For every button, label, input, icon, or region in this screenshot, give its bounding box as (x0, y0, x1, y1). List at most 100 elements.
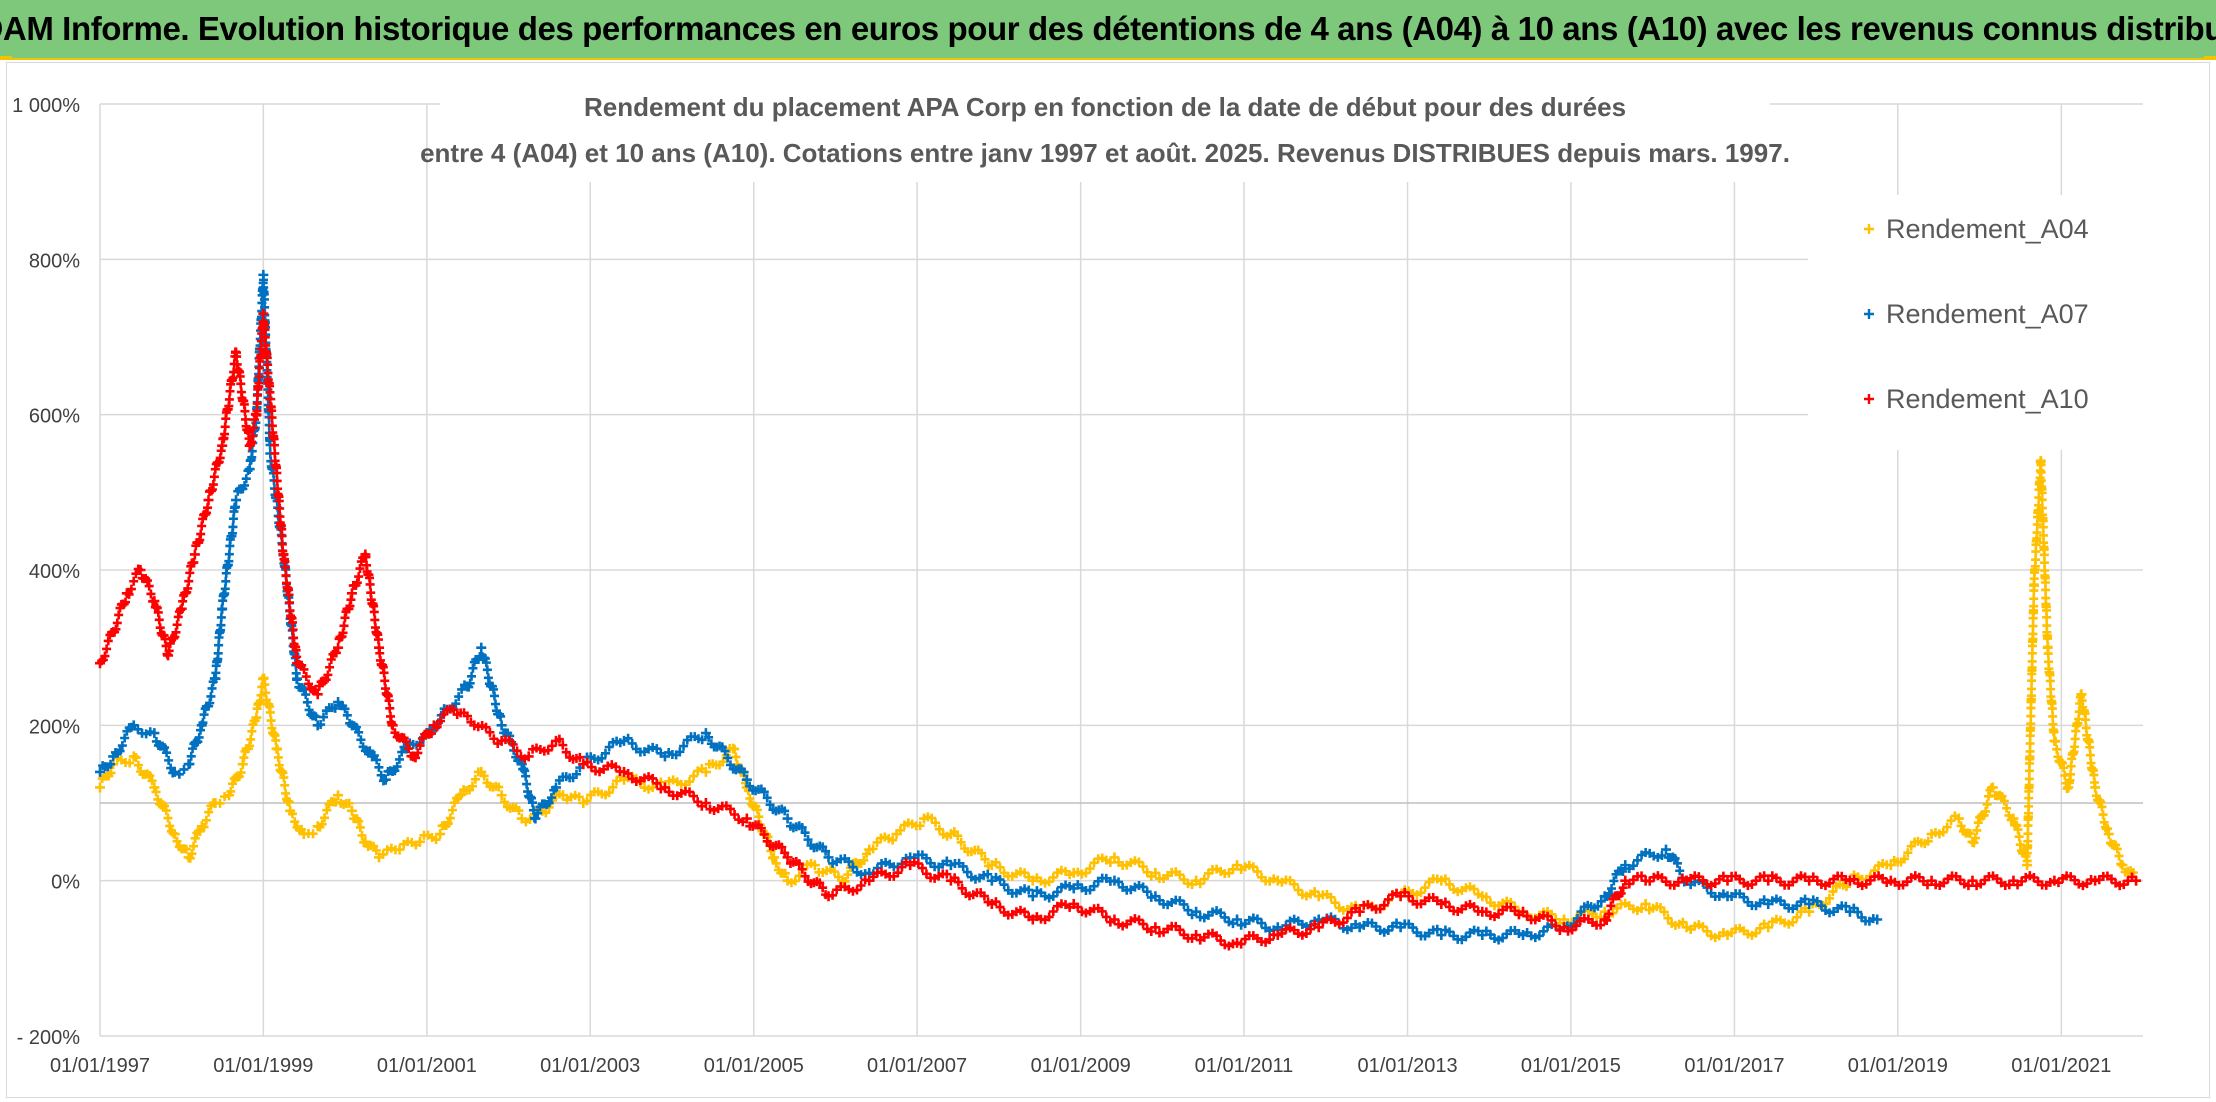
data-point (1306, 924, 1316, 934)
data-point (251, 712, 262, 723)
legend-label: Rendement_A07 (1886, 299, 2089, 329)
data-point (1841, 901, 1851, 911)
data-point (541, 808, 551, 818)
data-point (1354, 906, 1365, 917)
data-point (354, 727, 364, 737)
data-point (126, 584, 136, 594)
data-point (828, 890, 838, 900)
data-point (435, 829, 446, 840)
data-point (244, 464, 255, 475)
data-point (1640, 898, 1651, 909)
data-point (571, 769, 581, 779)
data-point (209, 472, 219, 482)
data-point (272, 468, 282, 478)
x-tick-label: 01/01/2011 (1195, 1055, 1294, 1077)
data-point (1763, 875, 1774, 886)
data-point (1048, 872, 1058, 882)
data-point (188, 744, 198, 754)
data-point (1678, 917, 1688, 927)
data-point (165, 821, 175, 831)
data-point (1576, 907, 1586, 917)
data-point (179, 764, 189, 774)
data-point (317, 819, 327, 829)
data-point (331, 648, 341, 658)
data-point (1853, 907, 1863, 917)
data-point (1232, 914, 1243, 925)
data-point (2025, 746, 2035, 756)
data-point (983, 869, 993, 879)
data-point (1942, 822, 1952, 832)
data-point (765, 800, 775, 810)
data-point (374, 762, 384, 772)
data-point (311, 712, 321, 722)
data-point (859, 855, 869, 865)
data-point (1618, 883, 1628, 893)
data-point (1383, 894, 1393, 904)
data-point (1313, 922, 1324, 933)
data-point (272, 476, 282, 486)
data-point (2039, 550, 2049, 560)
data-point (1675, 866, 1685, 876)
data-point (447, 805, 457, 815)
data-point (339, 621, 349, 631)
data-point (266, 716, 276, 726)
data-point (1632, 855, 1642, 865)
data-point (2070, 734, 2080, 744)
data-point (1440, 897, 1450, 907)
data-point (995, 902, 1005, 912)
data-point (550, 782, 561, 793)
data-point (135, 565, 146, 575)
data-point (953, 877, 963, 887)
data-point (277, 531, 287, 541)
data-point (198, 718, 208, 728)
data-point (304, 679, 314, 689)
data-point (843, 870, 853, 880)
data-point (771, 858, 781, 868)
data-point (217, 603, 228, 614)
data-point (120, 733, 130, 743)
data-point (2103, 829, 2114, 840)
data-point (172, 836, 182, 846)
chart-subtitle: entre 4 (A04) et 10 ans (A10). Cotations… (420, 138, 1790, 168)
data-point (995, 862, 1005, 872)
data-point (284, 590, 294, 600)
data-point (273, 752, 283, 762)
data-point (679, 741, 689, 751)
data-point (533, 808, 543, 818)
data-point (1982, 799, 1992, 809)
data-point (652, 744, 662, 754)
chart-frame (6, 62, 2210, 1098)
data-point (931, 818, 941, 828)
data-point (980, 854, 990, 864)
data-point (1788, 917, 1798, 927)
data-point (160, 801, 170, 811)
data-point (258, 308, 269, 319)
legend: Rendement_A04 Rendement_A07 Rendement_A10 (1808, 195, 2158, 450)
data-point (2023, 829, 2033, 839)
data-point (2098, 810, 2108, 820)
data-point (558, 740, 568, 750)
data-point (575, 752, 585, 762)
data-point (2043, 634, 2053, 644)
data-point (489, 734, 499, 744)
legend-item: Rendement_A10 (1864, 384, 2089, 414)
data-point (147, 776, 157, 786)
data-point (380, 774, 391, 785)
data-point (1044, 912, 1054, 922)
data-point (194, 732, 204, 742)
data-point (431, 835, 441, 845)
data-point (1618, 867, 1628, 877)
data-point (2048, 711, 2058, 721)
data-point (1105, 858, 1115, 868)
data-point (131, 753, 141, 763)
data-point (319, 712, 329, 722)
data-point (481, 722, 491, 732)
data-point (1816, 901, 1826, 911)
data-point (220, 422, 230, 432)
title-backdrop (440, 82, 1770, 182)
data-point (352, 578, 362, 588)
data-point (304, 705, 314, 715)
data-point (181, 844, 191, 854)
data-point (1469, 884, 1479, 894)
